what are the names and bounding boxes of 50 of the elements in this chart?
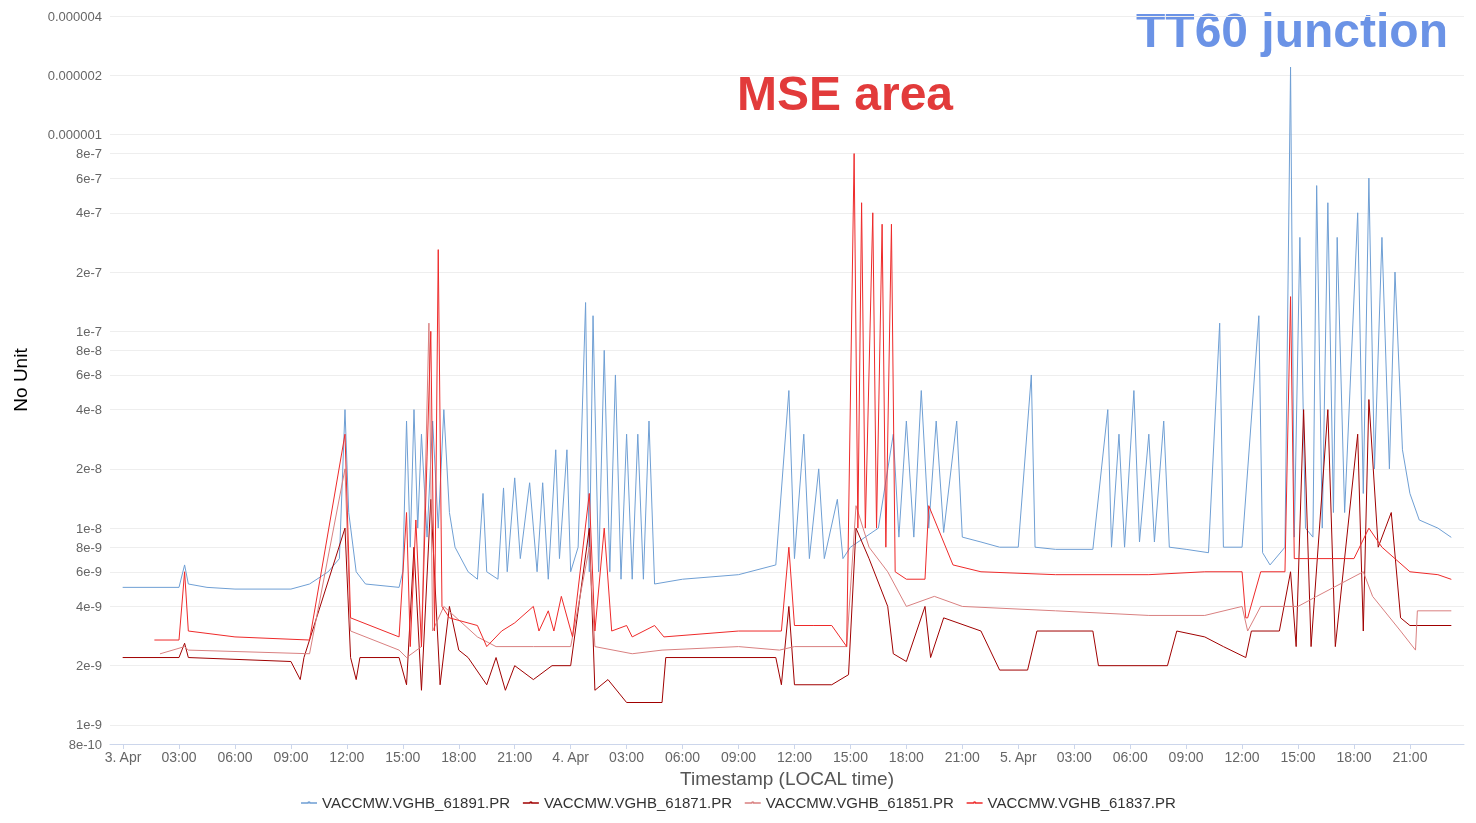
x-tick-label: 3. Apr [104, 749, 142, 765]
legend-label: VACCMW.VGHB_61891.PR [322, 794, 511, 811]
x-tick-label: 18:00 [1336, 749, 1372, 765]
x-tick-label: 09:00 [1168, 749, 1204, 765]
y-tick-label: 4e-9 [75, 598, 102, 614]
y-tick-label: 4e-7 [75, 205, 102, 221]
y-tick-label: 8e-7 [75, 146, 102, 162]
x-tick-label: 06:00 [665, 749, 701, 765]
y-tick-label: 0.000004 [47, 8, 102, 24]
y-tick-label: 6e-9 [75, 564, 102, 580]
y-tick-label: 0.000002 [47, 67, 102, 83]
x-tick-label: 18:00 [441, 749, 477, 765]
legend-label: VACCMW.VGHB_61837.PR [987, 794, 1176, 811]
x-tick-label: 03:00 [1056, 749, 1092, 765]
x-tick-label: 15:00 [1280, 749, 1316, 765]
x-tick-label: 03:00 [609, 749, 645, 765]
y-tick-label: 8e-9 [75, 539, 102, 555]
x-tick-label: 12:00 [1224, 749, 1260, 765]
y-tick-label: 8e-10 [68, 736, 102, 752]
y-tick-label: 1e-8 [75, 520, 102, 536]
y-tick-label: 6e-7 [75, 170, 102, 186]
y-tick-label: 1e-7 [75, 323, 102, 339]
y-tick-label: 1e-9 [75, 717, 102, 733]
x-tick-label: 12:00 [776, 749, 813, 765]
legend-label: VACCMW.VGHB_61851.PR [765, 794, 955, 811]
x-tick-label: 06:00 [1112, 749, 1148, 765]
y-axis-title: No Unit [10, 347, 31, 412]
x-tick-label: 15:00 [832, 749, 869, 765]
annotation: MSE area [736, 66, 954, 120]
x-tick-label: 21:00 [497, 749, 533, 765]
x-tick-label: 21:00 [1392, 749, 1428, 765]
x-tick-label: 09:00 [273, 749, 309, 765]
x-tick-label: 09:00 [720, 749, 757, 765]
x-tick-label: 5. Apr [999, 749, 1037, 765]
x-tick-label: 4. Apr [552, 749, 590, 765]
legend-label: VACCMW.VGHB_61871.PR [543, 794, 733, 811]
x-tick-label: 03:00 [161, 749, 197, 765]
y-tick-label: 2e-9 [75, 658, 102, 674]
y-tick-label: 0.000001 [47, 126, 102, 142]
y-tick-label: 4e-8 [75, 402, 102, 418]
y-tick-label: 2e-8 [75, 461, 102, 477]
x-tick-label: 12:00 [329, 749, 365, 765]
x-tick-label: 21:00 [944, 749, 981, 765]
y-tick-label: 8e-8 [75, 342, 102, 358]
x-tick-label: 18:00 [888, 749, 925, 765]
y-tick-label: 2e-7 [75, 264, 102, 280]
x-axis-title: Timestamp (LOCAL time) [680, 768, 894, 789]
x-tick-label: 15:00 [385, 749, 421, 765]
x-tick-label: 06:00 [217, 749, 253, 765]
y-tick-label: 6e-8 [75, 367, 102, 383]
